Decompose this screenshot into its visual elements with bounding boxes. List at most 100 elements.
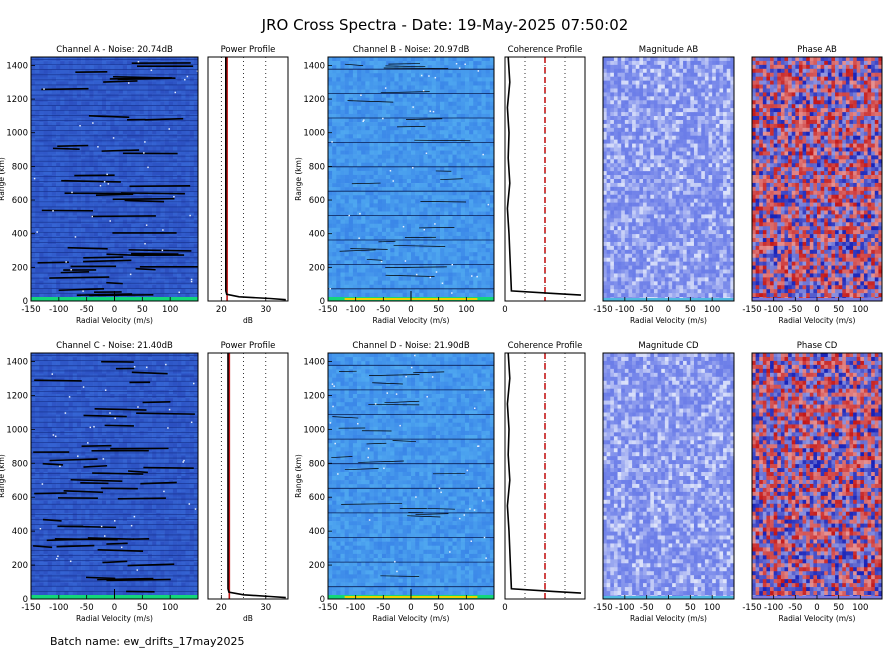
speckle [52, 210, 54, 212]
spectra-cell [110, 183, 115, 188]
spectra-cell [181, 231, 186, 237]
spectra-cell [411, 150, 416, 155]
spectra-cell [427, 248, 433, 253]
spectra-cell [101, 134, 107, 139]
spectra-cell [135, 162, 140, 168]
spectra-cell [485, 113, 491, 119]
spectra-cell [172, 162, 178, 168]
spectra-cell [415, 292, 420, 298]
spectra-cell [435, 150, 441, 155]
spectra-cell [81, 215, 86, 220]
spectra-cell [114, 268, 119, 273]
spectra-cell [464, 174, 470, 180]
spectra-cell [423, 264, 428, 269]
spectra-cell [64, 101, 69, 107]
spectra-cell [361, 142, 366, 147]
spectra-cell [386, 138, 391, 143]
spectra-cell [193, 166, 199, 172]
spectra-cell [361, 81, 366, 86]
spectra-cell [481, 231, 486, 237]
spectra-cell [402, 158, 408, 164]
spectra-cell [193, 77, 199, 82]
spectra-cell [448, 268, 453, 273]
spectra-cell [118, 61, 124, 66]
spectra-cell [361, 57, 366, 62]
spectra-cell [164, 195, 170, 200]
spectra-cell [85, 109, 90, 115]
spectra-cell [156, 256, 161, 261]
spectra-cell [85, 101, 90, 107]
spectra-cell [344, 292, 350, 298]
spectra-cell [336, 73, 341, 78]
spectra-cell [485, 134, 491, 139]
spectra-cell [365, 272, 370, 277]
spectra-cell [431, 264, 437, 269]
spectra-cell [423, 195, 428, 200]
spectra-cell [177, 223, 182, 229]
spectra-cell [386, 276, 391, 281]
spectra-cell [473, 252, 478, 257]
spectra-cell [464, 105, 470, 111]
spectra-cell [64, 227, 69, 233]
spectra-cell [131, 288, 136, 294]
spectra-cell [369, 240, 374, 245]
spectra-cell [419, 280, 424, 286]
spectra-cell [101, 223, 107, 229]
spectra-cell [464, 231, 470, 237]
spectra-cell [168, 240, 174, 245]
spectra-cell [193, 142, 199, 147]
spectra-cell [361, 109, 366, 115]
spectra-cell [181, 187, 186, 192]
spectra-cell [390, 231, 395, 237]
spectra-cell [168, 276, 174, 281]
spectra-cell [81, 252, 86, 257]
spectra-cell [431, 69, 437, 74]
spectra-cell [51, 134, 57, 139]
spectra-cell [481, 109, 486, 115]
spectra-cell [489, 170, 495, 176]
spectra-cell [473, 179, 478, 184]
spectra-cell [377, 191, 383, 196]
spectra-cell [177, 85, 182, 90]
spectra-cell [394, 61, 399, 66]
spectra-cell [377, 170, 383, 176]
spectra-cell [51, 122, 57, 127]
spectra-cell [68, 57, 74, 62]
spectra-cell [156, 89, 161, 94]
spectra-cell [381, 122, 387, 127]
spectra-cell [193, 240, 199, 245]
spectra-cell [64, 264, 69, 269]
spectra-cell [168, 231, 174, 237]
spectra-cell [431, 170, 437, 176]
spectra-cell [122, 118, 128, 123]
spectra-cell [60, 154, 65, 159]
spectra-cell [398, 260, 403, 265]
spectra-cell [464, 73, 470, 78]
spectra-cell [369, 235, 374, 241]
spectra-cell [85, 244, 90, 249]
spectra-cell [93, 85, 99, 90]
spectra-cell [431, 260, 437, 265]
y-tick-label-0-7: 1400 [6, 61, 28, 71]
spectra-cell [106, 248, 111, 253]
spectra-cell [369, 179, 374, 184]
spectra-cell [131, 276, 136, 281]
spectra-cell [481, 126, 486, 131]
spectra-cell [97, 118, 103, 123]
spectra-cell [390, 191, 395, 196]
spectra-cell [481, 174, 486, 180]
spectra-cell [81, 154, 86, 159]
spectra-cell [89, 93, 94, 98]
spectra-cell [352, 85, 358, 90]
spectra-cell [477, 272, 482, 277]
speckle [162, 229, 164, 231]
speckle [70, 268, 72, 271]
spectra-cell [464, 211, 470, 216]
spectra-cell [489, 183, 495, 188]
spectra-cell [156, 280, 161, 286]
spectra-cell [160, 138, 165, 143]
spectra-cell [47, 81, 53, 86]
spectra-cell [332, 264, 337, 269]
spectra-cell [118, 118, 124, 123]
spectra-cell [89, 126, 94, 131]
